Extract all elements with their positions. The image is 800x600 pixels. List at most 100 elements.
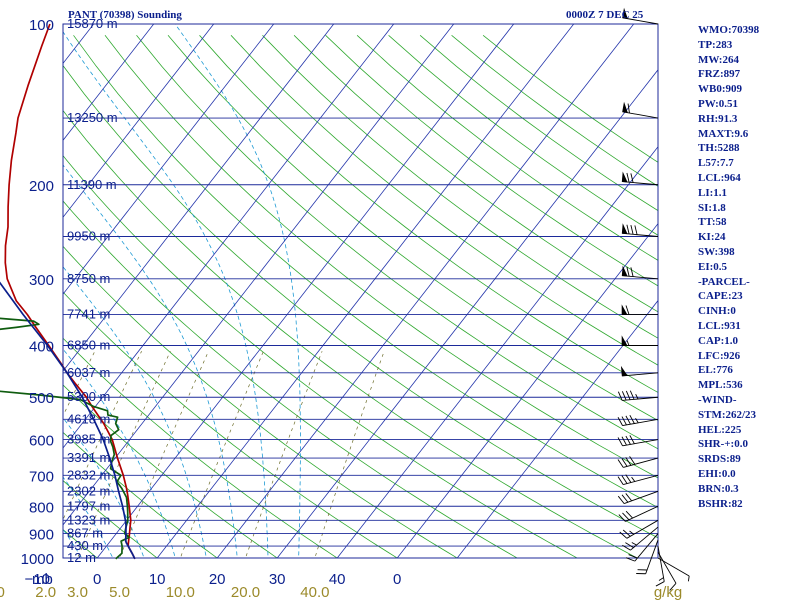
temperature-tick-label: −10: [24, 571, 49, 588]
dry-adiabat: [63, 200, 518, 558]
wind-barb-feather: [629, 435, 635, 444]
moist-adiabat: [63, 164, 238, 558]
pressure-tick-label: 900: [29, 527, 54, 544]
wind-barb-staff: [626, 519, 659, 539]
mixing-ratio-line: [77, 351, 171, 558]
mixing-ratio-tick-label: 20.0: [231, 584, 260, 600]
wind-barb-feather: [617, 391, 623, 401]
index-value: SHR-+:0.0: [698, 438, 748, 451]
moist-adiabat: [174, 24, 301, 558]
wind-barb: [617, 456, 659, 468]
wind-barb-feather: [619, 531, 628, 539]
mixing-ratio-tick-label: 40.0: [300, 584, 329, 600]
dry-adiabat: [63, 337, 338, 558]
wind-barb: [621, 223, 659, 237]
wind-barb-feather: [617, 459, 624, 468]
dry-adiabat: [356, 35, 658, 261]
wind-barb: [621, 335, 658, 346]
wind-barb-feather: [617, 476, 624, 485]
chart-timestamp: 0000Z 7 DEC 25: [566, 9, 644, 21]
wind-barb-staff: [623, 457, 659, 468]
pressure-tick-label: 800: [29, 499, 54, 516]
isotherm: [63, 24, 155, 141]
index-value: -PARCEL-: [698, 275, 750, 288]
isotherm: [63, 24, 275, 295]
wind-barb-feather: [627, 103, 630, 114]
mixing-ratio-tick-label: 5.0: [109, 584, 130, 600]
wind-barb-feather: [617, 437, 623, 446]
wind-barb: [619, 519, 659, 539]
wind-barb-staff: [622, 372, 659, 377]
dry-adiabat: [199, 35, 658, 393]
index-value: BSHR:82: [698, 497, 743, 510]
wind-barb-half-feather: [687, 575, 690, 582]
pressure-tick-label: 400: [29, 339, 54, 356]
dry-adiabat: [293, 35, 658, 313]
wind-barb-half-feather: [631, 542, 637, 546]
pressure-tick-label: 600: [29, 433, 54, 450]
dry-adiabat: [63, 64, 658, 539]
mixing-ratio-line: [245, 351, 323, 558]
mixing-ratio-line: [63, 351, 142, 521]
dry-adiabat: [63, 245, 458, 558]
wind-barb: [620, 365, 659, 377]
moist-adiabat: [63, 348, 176, 558]
isotherm: [396, 222, 658, 558]
dewpoint-line: [0, 317, 130, 560]
height-label: 430 m: [67, 538, 103, 553]
wind-barb: [617, 490, 659, 505]
wind-barb-flag: [621, 265, 628, 277]
wind-barb-staff: [622, 232, 659, 237]
index-value: EI:0.5: [698, 260, 728, 273]
wind-barb-staff: [634, 533, 659, 562]
mixing-ratio-line: [179, 351, 264, 558]
height-label: 2832 m: [67, 467, 110, 482]
pressure-tick-label: 100: [29, 17, 54, 34]
wind-barb-feather: [621, 416, 627, 426]
dry-adiabat: [63, 384, 278, 558]
temperature-tick-label: 0: [393, 571, 401, 588]
wind-barb-staff: [622, 439, 659, 447]
index-value: WMO:70398: [698, 24, 760, 36]
wind-barb-half-feather: [631, 476, 636, 482]
dry-adiabat: [104, 35, 658, 479]
wind-barb: [622, 526, 659, 551]
wind-barb-feather: [626, 172, 630, 183]
wind-barb: [617, 474, 659, 486]
temperature-tick-label: 20: [209, 571, 226, 588]
mixing-ratio-line: [63, 351, 96, 417]
temperature-tick-label: 30: [269, 571, 286, 588]
isotherm: [456, 299, 658, 558]
index-value: WB0:909: [698, 83, 742, 96]
wind-barb-feather: [634, 225, 638, 235]
wind-barb-feather: [625, 474, 632, 483]
index-value: SW:398: [698, 245, 735, 258]
wind-barb-half-feather: [658, 577, 664, 581]
wind-barb: [636, 539, 659, 575]
wind-barb-staff: [622, 181, 659, 186]
index-value: TH:5288: [698, 142, 740, 155]
height-label: 8750 m: [67, 271, 110, 286]
height-label: 1323 m: [67, 512, 110, 527]
wind-barb-staff: [630, 526, 659, 551]
chart-title: PANT (70398) Sounding: [68, 9, 182, 21]
mixing-ratio-tick-label: 1.0: [0, 584, 5, 600]
wind-barb-staff: [622, 17, 659, 25]
pressure-tick-label: 200: [29, 178, 54, 195]
wind-barb-half-feather: [635, 393, 639, 400]
moist-adiabat: [63, 31, 269, 558]
height-label: 4618 m: [67, 411, 110, 426]
plot-frame: [62, 23, 659, 559]
index-value: LCL:964: [698, 171, 741, 184]
index-value: CINH:0: [698, 305, 736, 318]
wind-barb: [617, 390, 659, 401]
height-label: 13250 m: [67, 110, 118, 125]
wind-barb: [617, 414, 659, 427]
index-value: EHI:0.0: [698, 467, 736, 480]
wind-barb-feather: [669, 583, 677, 591]
wind-barb-staff: [657, 551, 677, 584]
wind-barb: [617, 435, 659, 447]
pressure-tick-label: 700: [29, 468, 54, 485]
mixing-ratio-line: [119, 351, 209, 558]
wind-barb-feather: [622, 512, 630, 521]
